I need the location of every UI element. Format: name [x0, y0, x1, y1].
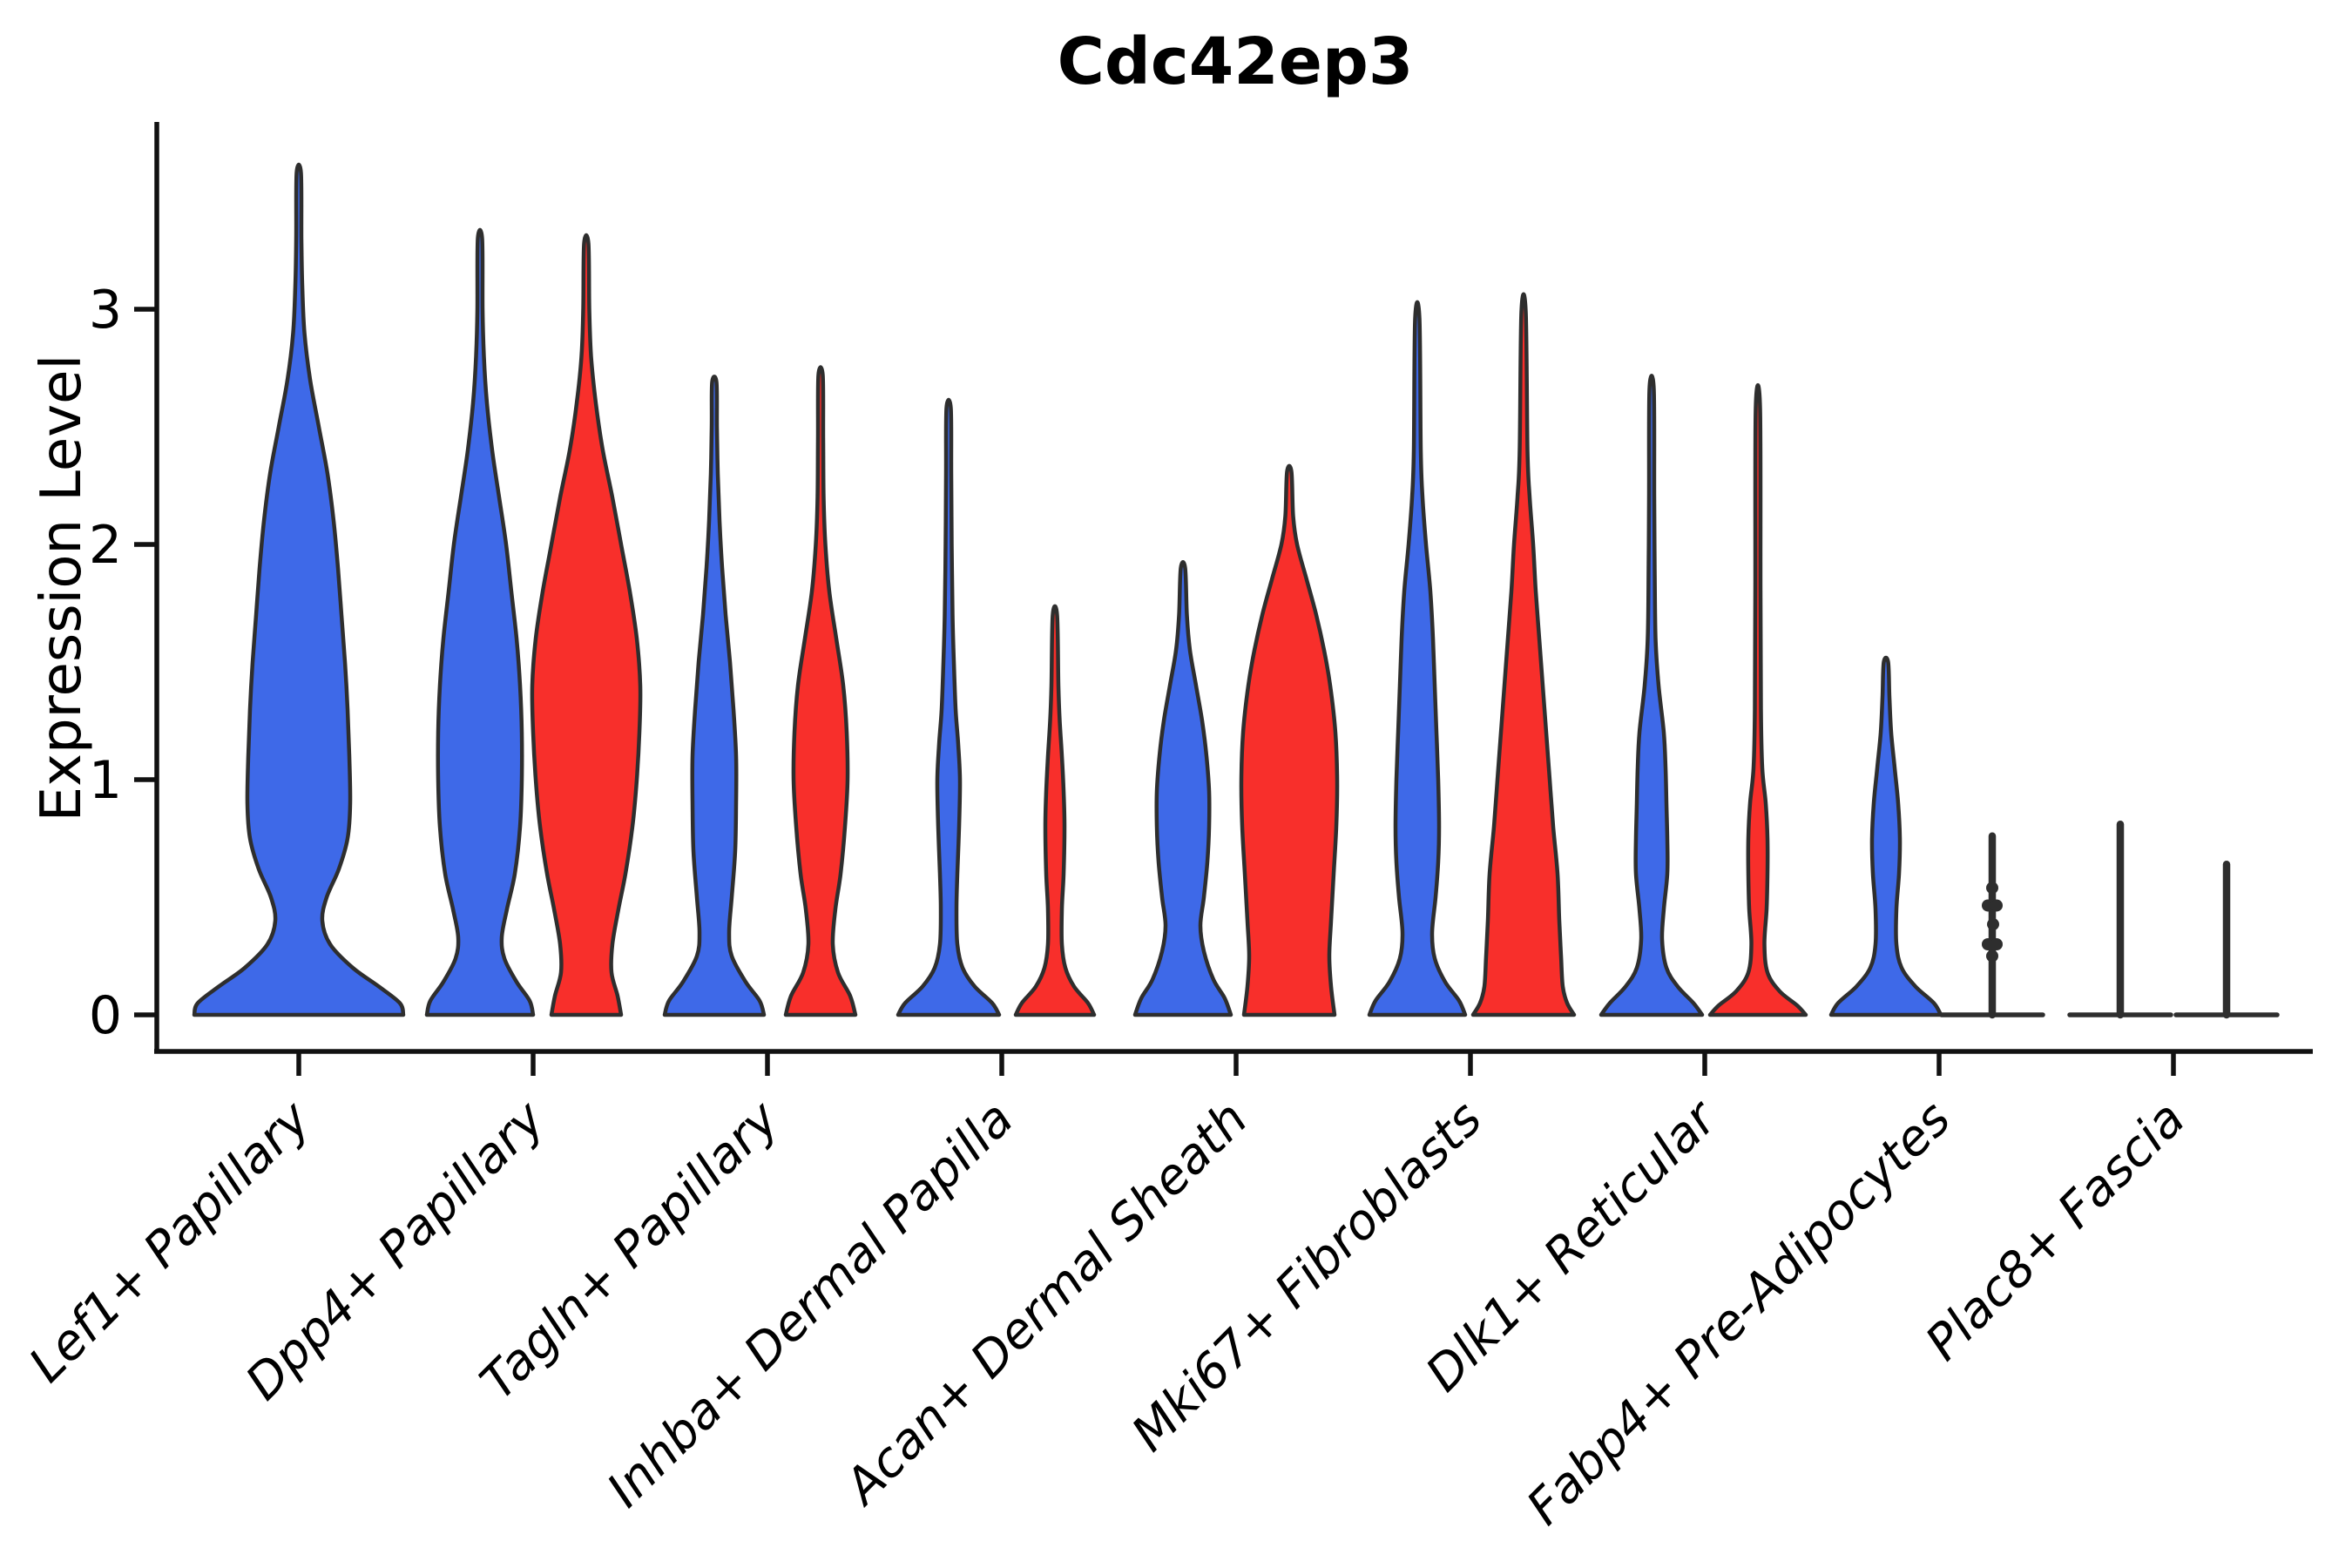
- x-tick-label-inhba-dermal-papilla: Inhba+ Dermal Papilla: [597, 1091, 1024, 1518]
- violin-fabp4-pre-adipocytes-blue: [1828, 655, 1943, 1017]
- violin-fabp4-pre-adipocytes-red-jitter-dot: [1986, 950, 1998, 963]
- y-axis-label: Expression Level: [30, 355, 94, 822]
- x-tick-label-fabp4-pre-adipocytes: Fabp4+ Pre-Adipocytes: [1517, 1091, 1962, 1536]
- y-tick-label-0: 0: [89, 985, 122, 1046]
- y-tick-label-1: 1: [89, 750, 122, 811]
- violin-mki67-fibroblasts-blue: [1367, 300, 1468, 1017]
- violin-tagln-papillary-red: [783, 365, 858, 1017]
- violin-inhba-dermal-papilla-blue: [896, 397, 1002, 1017]
- violins-layer: [192, 162, 2280, 1019]
- y-tick-label-2: 2: [89, 515, 122, 576]
- violin-inhba-dermal-papilla-red: [1013, 604, 1097, 1017]
- violin-fabp4-pre-adipocytes-red-jitter-dot: [1982, 899, 1994, 912]
- violin-fabp4-pre-adipocytes-red-jitter-dot: [1990, 899, 2003, 912]
- violin-dpp4-papillary-red: [530, 233, 643, 1017]
- violin-acan-dermal-sheath-blue: [1132, 560, 1233, 1017]
- violin-mki67-fibroblasts-red: [1470, 292, 1577, 1017]
- violin-fabp4-pre-adipocytes-red-jitter-dot: [1987, 918, 1999, 931]
- plot-title: Cdc42ep3: [1058, 24, 1414, 99]
- violin-fabp4-pre-adipocytes-red-jitter-dot: [1986, 882, 1998, 895]
- violin-dlk1-reticular-blue: [1598, 374, 1705, 1017]
- violin-lef1-papillary-blue: [192, 162, 406, 1017]
- y-tick-label-3: 3: [89, 280, 122, 341]
- violin-dlk1-reticular-red: [1707, 383, 1808, 1017]
- violin-tagln-papillary-blue: [662, 375, 767, 1017]
- violin-dpp4-papillary-blue: [424, 227, 536, 1017]
- x-tick-label-acan-dermal-sheath: Acan+ Dermal Sheath: [833, 1091, 1259, 1517]
- violin-acan-dermal-sheath-red: [1239, 463, 1340, 1017]
- violin-fabp4-pre-adipocytes-red-jitter-dot: [1990, 938, 2003, 950]
- violin-fabp4-pre-adipocytes-red-jitter-dot: [1982, 938, 1994, 950]
